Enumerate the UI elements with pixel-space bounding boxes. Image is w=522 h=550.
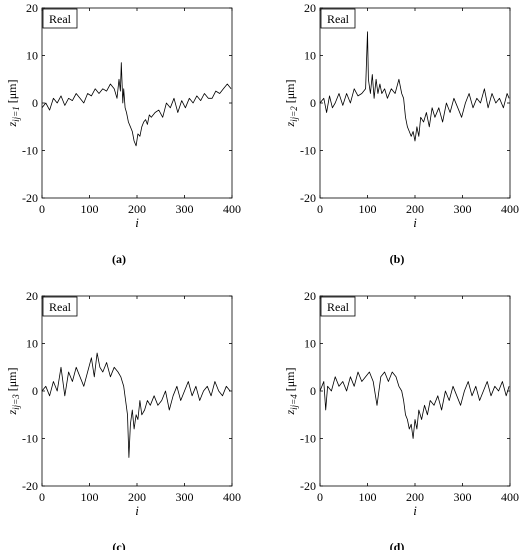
x-tick-label: 100 — [359, 490, 377, 504]
x-tick-label: 400 — [223, 202, 241, 216]
plot-frame — [319, 7, 511, 199]
legend-label: Real — [327, 300, 350, 314]
y-tick-label: 10 — [26, 49, 38, 63]
x-tick-label: 400 — [501, 202, 519, 216]
x-tick-label: 0 — [317, 490, 323, 504]
panel-caption: (a) — [112, 252, 126, 266]
legend-label: Real — [49, 12, 72, 26]
legend-box — [320, 8, 356, 29]
x-tick-label: 200 — [128, 490, 146, 504]
x-tick-label: 200 — [406, 202, 424, 216]
y-tick-label: -20 — [22, 191, 38, 205]
x-tick-label: 300 — [176, 202, 194, 216]
x-axis-label: i — [413, 503, 417, 518]
y-axis-label: zij=4 [μm] — [283, 367, 299, 415]
y-tick-label: 0 — [32, 96, 38, 110]
x-tick-label: 0 — [39, 490, 45, 504]
y-tick-label: 20 — [304, 1, 316, 15]
plot-frame — [41, 7, 233, 199]
y-tick-label: 10 — [304, 337, 316, 351]
x-axis-label: i — [135, 503, 139, 518]
legend-box — [42, 8, 78, 29]
y-tick-label: -10 — [22, 432, 38, 446]
x-tick-label: 300 — [176, 490, 194, 504]
y-axis-label: zij=1 [μm] — [5, 79, 21, 127]
legend-label: Real — [49, 300, 72, 314]
x-tick-label: 0 — [317, 202, 323, 216]
x-tick-label: 200 — [406, 490, 424, 504]
series-line — [319, 371, 510, 439]
y-tick-label: -20 — [300, 191, 316, 205]
y-tick-label: 20 — [304, 289, 316, 303]
y-tick-label: 20 — [26, 1, 38, 15]
series-line — [41, 352, 231, 458]
x-tick-label: 300 — [454, 202, 472, 216]
x-tick-label: 100 — [81, 490, 99, 504]
x-tick-label: 400 — [501, 490, 519, 504]
legend-box — [320, 296, 356, 317]
x-tick-label: 400 — [223, 490, 241, 504]
series-line — [319, 31, 510, 142]
y-tick-label: -20 — [22, 479, 38, 493]
x-tick-label: 300 — [454, 490, 472, 504]
y-axis-label: zij=2 [μm] — [283, 79, 299, 127]
y-axis-label: zij=3 [μm] — [5, 367, 21, 415]
legend-label: Real — [327, 12, 350, 26]
y-tick-label: 10 — [304, 49, 316, 63]
x-tick-label: 200 — [128, 202, 146, 216]
y-tick-label: 20 — [26, 289, 38, 303]
y-tick-label: 0 — [310, 384, 316, 398]
panel-caption: (d) — [390, 540, 405, 550]
y-tick-label: -10 — [300, 432, 316, 446]
x-tick-label: 0 — [39, 202, 45, 216]
y-tick-label: 0 — [310, 96, 316, 110]
y-tick-label: -10 — [22, 144, 38, 158]
y-tick-label: -10 — [300, 144, 316, 158]
panel-caption: (b) — [390, 252, 405, 266]
legend-box — [42, 296, 78, 317]
x-tick-label: 100 — [81, 202, 99, 216]
plot-frame — [319, 295, 511, 487]
panel-caption: (c) — [112, 540, 125, 550]
x-tick-label: 100 — [359, 202, 377, 216]
y-tick-label: 0 — [32, 384, 38, 398]
y-tick-label: 10 — [26, 337, 38, 351]
series-line — [41, 62, 232, 147]
x-axis-label: i — [413, 215, 417, 230]
x-axis-label: i — [135, 215, 139, 230]
y-tick-label: -20 — [300, 479, 316, 493]
